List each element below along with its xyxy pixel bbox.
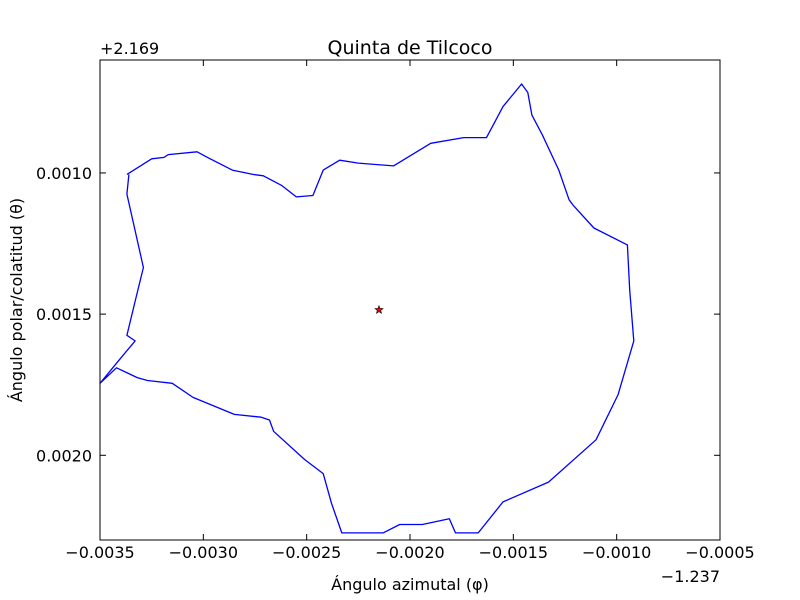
- x-tick-label: −0.0015: [479, 543, 548, 562]
- y-offset-label: +2.169: [100, 39, 159, 58]
- y-axis: 0.0010 0.0015 0.0020: [36, 164, 720, 465]
- x-offset-label: −1.237: [661, 567, 720, 586]
- series-layer: [99, 83, 635, 534]
- series-line-0: [99, 83, 635, 534]
- x-axis: −0.0035 −0.0030 −0.0025 −0.0020 −0.0015 −0.00…: [65, 60, 755, 562]
- y-tick-label: 0.0010: [36, 164, 92, 183]
- y-axis-label: Ángulo polar/colatitud (θ): [7, 198, 26, 402]
- center-star-marker: [374, 304, 384, 314]
- x-tick-label: −0.0025: [272, 543, 341, 562]
- x-tick-label: −0.0010: [582, 543, 651, 562]
- x-axis-label: Ángulo azimutal (φ): [331, 575, 489, 594]
- marker-layer: [374, 304, 384, 314]
- x-tick-label: −0.0020: [375, 543, 444, 562]
- y-tick-label: 0.0020: [36, 446, 92, 465]
- x-tick-label: −0.0035: [65, 543, 134, 562]
- chart-title: Quinta de Tilcoco: [328, 37, 493, 59]
- x-tick-label: −0.0005: [685, 543, 754, 562]
- x-tick-label: −0.0030: [169, 543, 238, 562]
- y-tick-label: 0.0015: [36, 305, 92, 324]
